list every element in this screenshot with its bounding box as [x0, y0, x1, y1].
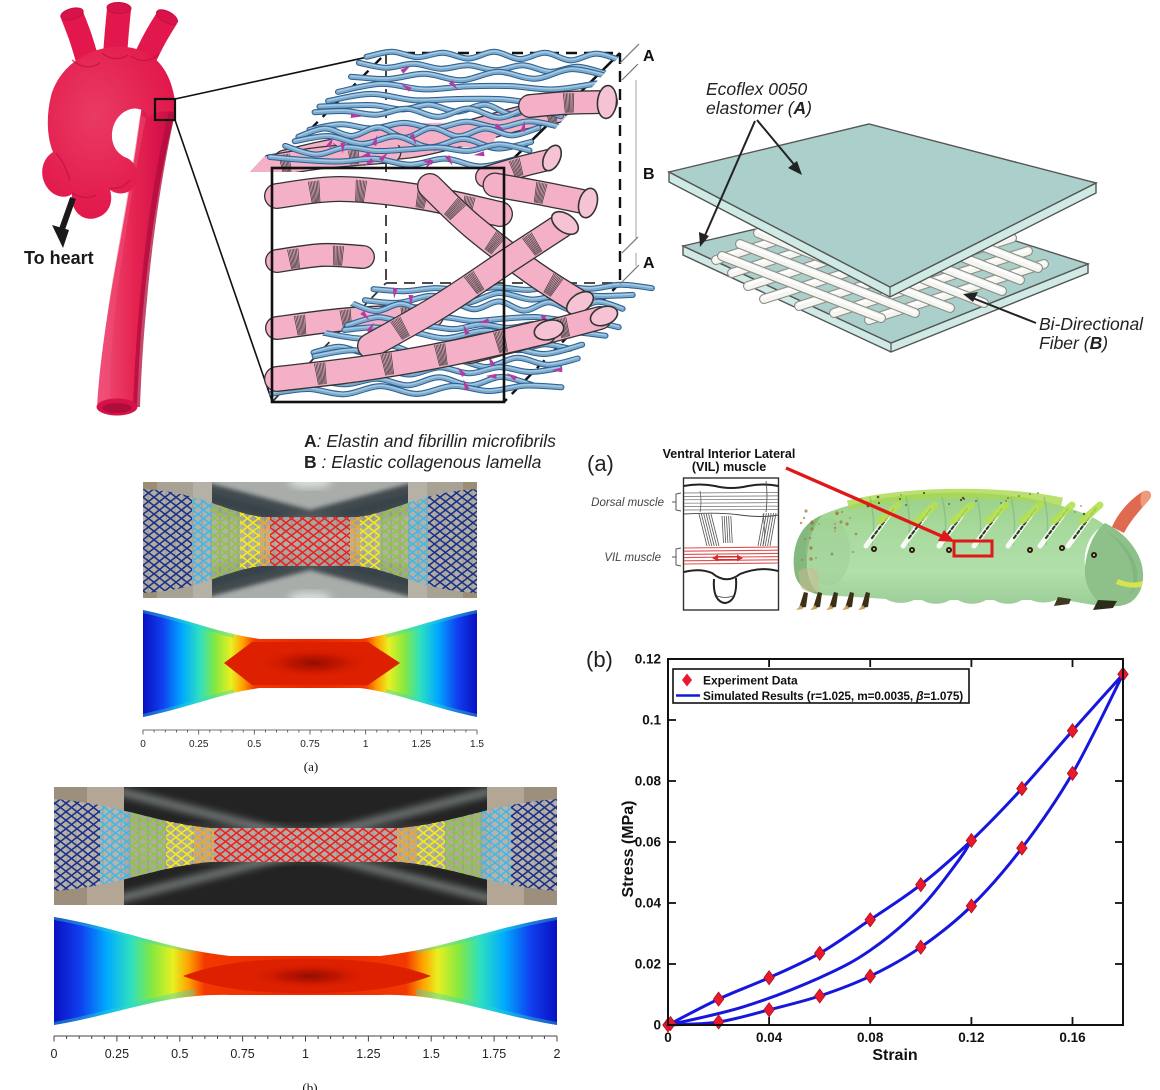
svg-text:Ventral Interior Lateral: Ventral Interior Lateral — [663, 447, 796, 461]
svg-text:Strain: Strain — [872, 1047, 917, 1064]
svg-text:(a): (a) — [304, 759, 318, 774]
svg-text:0.08: 0.08 — [635, 774, 662, 789]
svg-text:(a): (a) — [587, 451, 614, 476]
svg-text:0: 0 — [664, 1030, 672, 1045]
svg-text:0.1: 0.1 — [642, 713, 661, 728]
svg-text:0.08: 0.08 — [857, 1030, 884, 1045]
svg-text:A: A — [643, 255, 655, 272]
svg-text:1: 1 — [302, 1047, 309, 1061]
svg-text:0: 0 — [140, 739, 146, 750]
svg-text:0.04: 0.04 — [756, 1030, 783, 1045]
svg-text:B : Elastic collagenous lamell: B : Elastic collagenous lamella — [304, 452, 542, 472]
svg-text:Stress (MPa): Stress (MPa) — [620, 801, 637, 898]
svg-text:Bi-Directional: Bi-Directional — [1039, 314, 1144, 334]
svg-text:0.75: 0.75 — [230, 1047, 254, 1061]
svg-text:0.12: 0.12 — [958, 1030, 984, 1045]
svg-text:B: B — [643, 166, 655, 183]
svg-text:1.25: 1.25 — [412, 739, 432, 750]
svg-text:Experiment Data: Experiment Data — [703, 674, 798, 688]
svg-text:To heart: To heart — [24, 248, 94, 268]
svg-text:0.5: 0.5 — [171, 1047, 188, 1061]
svg-text:Simulated Results (r=1.025, m=: Simulated Results (r=1.025, m=0.0035, β=… — [703, 689, 963, 703]
svg-text:elastomer (A): elastomer (A) — [706, 98, 812, 118]
svg-text:0.04: 0.04 — [635, 896, 662, 911]
svg-text:1.25: 1.25 — [356, 1047, 380, 1061]
svg-text:0: 0 — [51, 1047, 58, 1061]
svg-text:1.5: 1.5 — [423, 1047, 440, 1061]
svg-text:Fiber (B): Fiber (B) — [1039, 333, 1108, 353]
svg-text:(VIL) muscle: (VIL) muscle — [692, 460, 766, 474]
svg-text:0: 0 — [653, 1018, 661, 1033]
svg-text:2: 2 — [554, 1047, 561, 1061]
svg-text:0.16: 0.16 — [1059, 1030, 1086, 1045]
svg-text:VIL muscle: VIL muscle — [604, 552, 661, 564]
svg-text:0.75: 0.75 — [300, 739, 320, 750]
svg-text:A: A — [643, 48, 655, 65]
svg-text:1.75: 1.75 — [482, 1047, 506, 1061]
svg-text:1.5: 1.5 — [470, 739, 484, 750]
svg-text:(b): (b) — [586, 647, 613, 672]
svg-text:Dorsal muscle: Dorsal muscle — [591, 497, 664, 509]
svg-text:A: Elastin and fibrillin micro: A: Elastin and fibrillin microfibrils — [304, 431, 556, 451]
svg-text:0.5: 0.5 — [247, 739, 261, 750]
svg-text:0.25: 0.25 — [105, 1047, 129, 1061]
svg-text:0.25: 0.25 — [189, 739, 209, 750]
svg-text:1: 1 — [363, 739, 369, 750]
svg-text:0.12: 0.12 — [635, 652, 661, 667]
svg-text:0.06: 0.06 — [635, 835, 662, 850]
svg-text:Ecoflex 0050: Ecoflex 0050 — [706, 79, 807, 99]
svg-text:(b): (b) — [302, 1080, 317, 1090]
svg-text:0.02: 0.02 — [635, 957, 661, 972]
